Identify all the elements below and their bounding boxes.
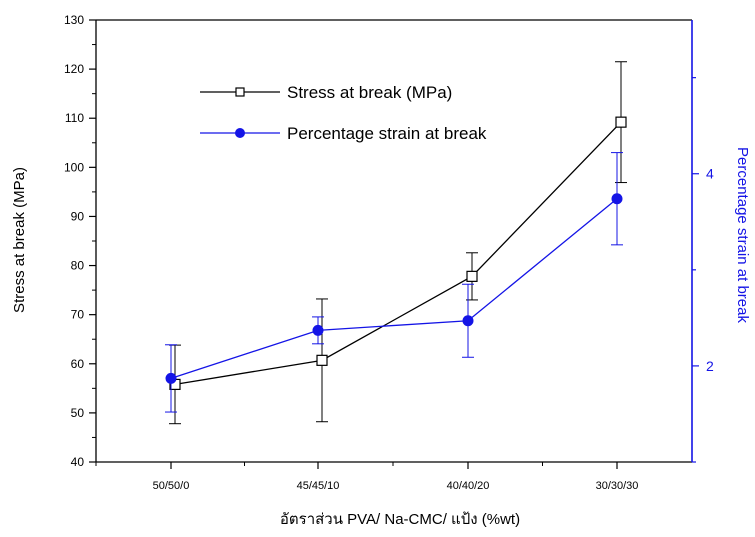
series-1: [169, 61, 627, 425]
data-point: [466, 270, 478, 282]
x-tick-label: 40/40/20: [447, 480, 490, 492]
data-point: [611, 193, 623, 205]
y-left-tick-label: 60: [71, 357, 85, 371]
series-layer: [165, 61, 627, 425]
legend-label: Percentage strain at break: [287, 124, 487, 143]
data-point: [462, 315, 474, 327]
y-left-tick-label: 100: [64, 160, 84, 174]
x-axis: 50/50/0 45/45/10 40/40/20 30/30/30: [95, 462, 639, 492]
legend-label: Stress at break (MPa): [287, 83, 452, 102]
y-axis-left-label: Stress at break (MPa): [11, 167, 28, 313]
left-axis: 40 50 60 70 80 90 100 110 120 130: [64, 13, 96, 469]
y-left-tick-label: 70: [71, 308, 85, 322]
y-left-tick-label: 120: [64, 62, 84, 76]
data-point: [165, 372, 177, 384]
y-left-tick-label: 40: [71, 455, 85, 469]
data-point: [312, 324, 324, 336]
data-point: [615, 116, 627, 128]
x-axis-label: อัตราส่วน PVA/ Na-CMC/ แป้ง (%wt): [280, 511, 520, 528]
y-left-tick-label: 80: [71, 259, 85, 273]
legend-entry: Stress at break (MPa): [200, 83, 452, 102]
right-axis: 24: [691, 20, 714, 463]
y-left-tick-label: 130: [64, 13, 84, 27]
legend-entry: Percentage strain at break: [200, 124, 487, 143]
y-axis-right-label: Percentage strain at break: [734, 147, 751, 323]
y-right-tick-label: 4: [706, 166, 714, 182]
series-line: [174, 121, 622, 386]
legend: Stress at break (MPa) Percentage strain a…: [200, 83, 487, 143]
series-line: [170, 198, 618, 380]
y-left-tick-label: 50: [71, 406, 85, 420]
x-tick-label: 50/50/0: [153, 480, 190, 492]
legend-marker: [235, 87, 245, 97]
data-point: [316, 354, 328, 366]
y-right-tick-label: 2: [706, 358, 714, 374]
x-tick-label: 30/30/30: [596, 480, 639, 492]
x-tick-label: 45/45/10: [297, 480, 340, 492]
y-left-tick-label: 110: [65, 111, 84, 125]
legend-marker: [235, 128, 245, 138]
series-2: [165, 152, 623, 413]
y-left-tick-label: 90: [71, 209, 85, 223]
